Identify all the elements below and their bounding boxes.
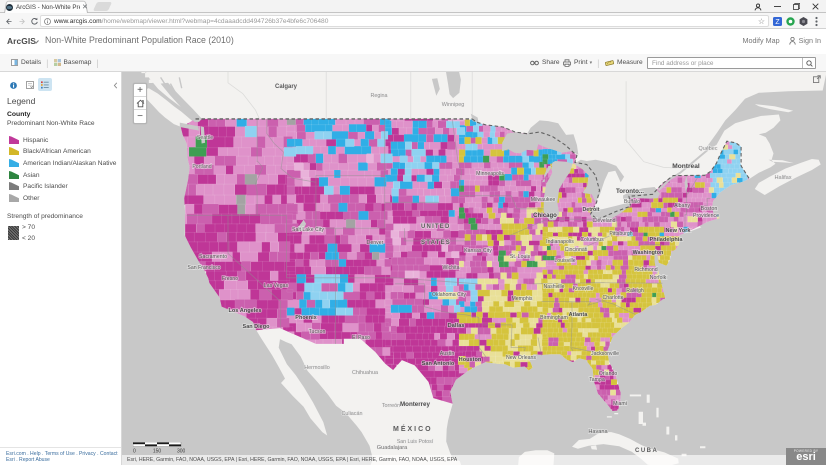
- svg-text:Monterrey: Monterrey: [400, 401, 430, 408]
- svg-text:Dallas: Dallas: [447, 323, 464, 329]
- svg-text:San Diego: San Diego: [243, 324, 271, 330]
- svg-text:Calgary: Calgary: [275, 84, 298, 90]
- svg-text:Knoxville: Knoxville: [573, 286, 594, 292]
- svg-text:Miami: Miami: [613, 401, 627, 407]
- svg-text:Fresno: Fresno: [222, 276, 238, 282]
- svg-text:Nashville: Nashville: [543, 284, 564, 290]
- svg-text:St. Louis: St. Louis: [510, 254, 531, 260]
- svg-text:Boston: Boston: [701, 206, 718, 212]
- svg-text:Chicago: Chicago: [533, 213, 557, 219]
- svg-text:Las Vegas: Las Vegas: [264, 283, 289, 289]
- svg-text:CUBA: CUBA: [635, 448, 658, 454]
- svg-text:Los Angeles: Los Angeles: [228, 308, 261, 314]
- svg-text:300mi: 300mi: [177, 449, 185, 455]
- svg-text:UNITED: UNITED: [421, 224, 451, 230]
- svg-text:Orlando: Orlando: [599, 371, 618, 377]
- svg-text:Halifax: Halifax: [774, 175, 791, 181]
- svg-text:Cleveland: Cleveland: [592, 218, 615, 224]
- svg-text:Kansas City: Kansas City: [464, 248, 492, 254]
- svg-text:Albany: Albany: [674, 203, 690, 209]
- svg-text:Guadalajara: Guadalajara: [377, 445, 408, 451]
- svg-text:New York: New York: [666, 228, 692, 234]
- svg-text:Oklahoma City: Oklahoma City: [432, 292, 466, 298]
- svg-text:Jacksonville: Jacksonville: [591, 351, 619, 357]
- svg-text:San Antonio: San Antonio: [422, 361, 455, 367]
- svg-text:Charlotte: Charlotte: [602, 295, 623, 301]
- svg-text:Richmond: Richmond: [634, 267, 657, 273]
- svg-text:Phoenix: Phoenix: [295, 315, 317, 321]
- svg-text:Columbus: Columbus: [580, 237, 604, 243]
- svg-text:Salt Lake City: Salt Lake City: [292, 227, 324, 233]
- svg-text:Washington: Washington: [633, 250, 664, 256]
- svg-text:Seattle: Seattle: [197, 135, 213, 141]
- svg-text:Havana: Havana: [588, 429, 608, 435]
- svg-text:Toronto...: Toronto...: [616, 188, 644, 195]
- svg-text:Providence: Providence: [693, 213, 719, 219]
- svg-text:Wichita: Wichita: [442, 265, 459, 271]
- svg-text:Cincinnati: Cincinnati: [565, 247, 588, 253]
- svg-text:Tampa: Tampa: [589, 377, 605, 383]
- svg-text:San Francisco: San Francisco: [187, 265, 220, 271]
- svg-text:Z: Z: [775, 19, 780, 26]
- svg-text:Milwaukee: Milwaukee: [531, 197, 556, 203]
- svg-text:Denver: Denver: [367, 240, 384, 246]
- svg-text:Houston: Houston: [459, 357, 482, 363]
- svg-text:Minneapolis: Minneapolis: [476, 171, 504, 177]
- svg-text:Torreón: Torreón: [382, 403, 400, 409]
- svg-text:Québec: Québec: [699, 146, 718, 152]
- svg-text:Birmingham: Birmingham: [540, 315, 568, 321]
- svg-text:0: 0: [133, 449, 136, 455]
- svg-text:Louisville: Louisville: [554, 258, 575, 264]
- svg-text:Pittsburgh: Pittsburgh: [609, 231, 632, 237]
- svg-text:El Paso: El Paso: [352, 335, 370, 341]
- svg-text:Winnipeg: Winnipeg: [442, 102, 464, 108]
- svg-text:Austin: Austin: [440, 351, 455, 357]
- svg-text:Hermosillo: Hermosillo: [304, 365, 329, 371]
- svg-text:Buffalo: Buffalo: [624, 199, 640, 205]
- svg-text:Montreal: Montreal: [672, 163, 700, 170]
- svg-text:Tucson: Tucson: [309, 329, 326, 335]
- svg-text:Norfolk: Norfolk: [650, 275, 667, 281]
- svg-text:Atlanta: Atlanta: [569, 312, 589, 318]
- svg-text:New Orleans: New Orleans: [506, 355, 536, 361]
- svg-text:Portland: Portland: [192, 164, 211, 170]
- svg-text:Regina: Regina: [370, 93, 387, 99]
- svg-text:Raleigh: Raleigh: [626, 288, 644, 294]
- svg-text:STATES: STATES: [421, 240, 451, 246]
- svg-text:Culiacán: Culiacán: [342, 411, 363, 417]
- svg-text:Detroit: Detroit: [582, 207, 599, 213]
- svg-text:Memphis: Memphis: [511, 296, 532, 302]
- svg-text:Philadelphia: Philadelphia: [650, 237, 684, 243]
- svg-text:Indianapolis: Indianapolis: [546, 239, 574, 245]
- svg-text:150: 150: [153, 449, 162, 455]
- svg-text:Chihuahua: Chihuahua: [352, 370, 378, 376]
- svg-text:Sacramento: Sacramento: [199, 254, 227, 260]
- svg-text:MÉXICO: MÉXICO: [393, 424, 433, 433]
- svg-text:San Luis Potosí: San Luis Potosí: [397, 439, 434, 445]
